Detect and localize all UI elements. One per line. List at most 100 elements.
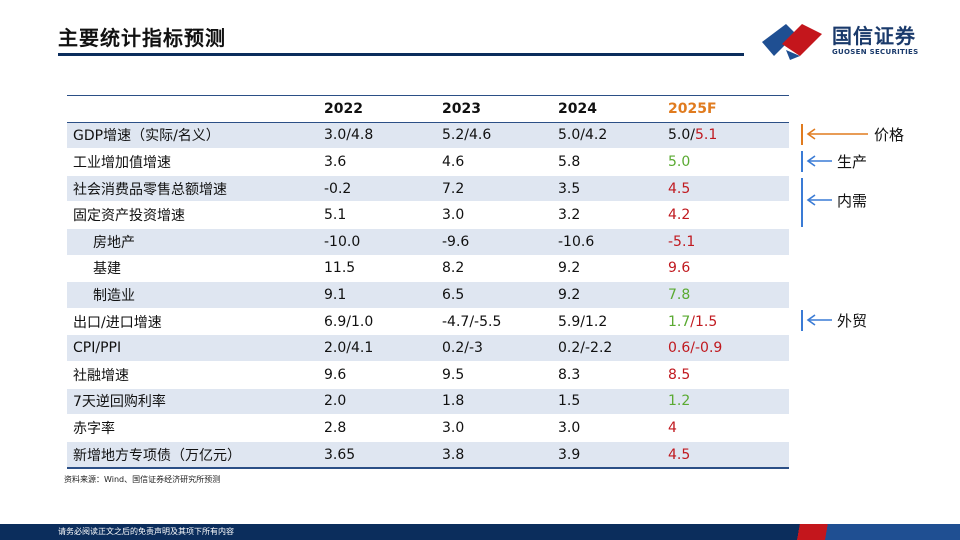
page-title: 主要统计指标预测 [58, 26, 226, 50]
table-row-infrastructure: 基建 11.5 8.2 9.2 9.6 [67, 255, 789, 282]
source-note: 资料来源：Wind、国信证券经济研究所预测 [64, 475, 221, 484]
logo-name-cn: 国信证券 [832, 24, 916, 48]
trade-bracket [801, 310, 803, 331]
cell-2024: 8.3 [558, 366, 581, 383]
cell-2024: 3.9 [558, 446, 581, 463]
cell-2023: 8.2 [442, 260, 465, 277]
cell-2022: -0.2 [324, 180, 352, 197]
cell-2023: 3.0 [442, 207, 465, 224]
cell-2025f: 1.7/1.5 [662, 308, 789, 335]
cell-2022: -10.0 [324, 233, 361, 250]
annotation-demand: 内需 [837, 192, 868, 210]
row-label: GDP增速（实际/名义） [73, 128, 220, 145]
cell-2024: 5.8 [558, 153, 581, 170]
row-label: 社会消费品零售总额增速 [73, 181, 227, 198]
header-2024: 2024 [558, 100, 597, 117]
row-label: 7天逆回购利率 [73, 394, 166, 411]
cell-2023: 3.8 [442, 446, 465, 463]
cell-2022: 5.1 [324, 207, 347, 224]
cell-2024: 3.0 [558, 419, 581, 436]
cell-2024: 9.2 [558, 260, 581, 277]
cell-2025f: 4 [668, 419, 677, 436]
cell-2025f: 9.6 [668, 260, 691, 277]
import-forecast: 1.5 [694, 313, 718, 330]
cell-2024: 1.5 [558, 393, 581, 410]
cell-2024: 5.0/4.2 [558, 127, 608, 144]
cell-2025f: 4.2 [668, 207, 691, 224]
row-label: 固定资产投资增速 [73, 208, 185, 225]
header-2022: 2022 [324, 100, 363, 117]
row-label: CPI/PPI [73, 340, 122, 357]
cell-2025f: 1.2 [668, 393, 691, 410]
logo-name-en: GUOSEN SECURITIES [832, 48, 919, 56]
cell-2025f: 0.6/-0.9 [668, 340, 723, 357]
cell-2022: 11.5 [324, 260, 356, 277]
cell-2022: 3.65 [324, 446, 356, 463]
cell-2025f: 7.8 [668, 286, 691, 303]
cell-2022: 9.1 [324, 286, 347, 303]
cell-2023: 5.2/4.6 [442, 127, 492, 144]
table-row-trade: 出口/进口增速 6.9/1.0 -4.7/-5.5 5.9/1.2 1.7/1.… [67, 308, 789, 335]
cell-2022: 9.6 [324, 366, 347, 383]
table-header-row: 2022 2023 2024 2025F [67, 95, 789, 123]
table-row-industrial: 工业增加值增速 3.6 4.6 5.8 5.0 [67, 148, 789, 176]
cell-2022: 2.0 [324, 393, 347, 410]
table-row-deficit-ratio: 赤字率 2.8 3.0 3.0 4 [67, 414, 789, 442]
trade-separator: / [690, 313, 695, 330]
cell-2024: 9.2 [558, 286, 581, 303]
cell-2022: 2.0/4.1 [324, 340, 374, 357]
cell-2022: 3.0/4.8 [324, 127, 374, 144]
cell-2024: 3.2 [558, 207, 581, 224]
row-label: 基建 [93, 261, 121, 278]
cell-2025f: 5.0 [668, 153, 691, 170]
cell-2023: -9.6 [442, 233, 470, 250]
cell-2024: 0.2/-2.2 [558, 340, 613, 357]
price-arrow-icon [806, 128, 868, 140]
footer-bar: 请务必阅读正文之后的免责声明及其项下所有内容 [0, 524, 960, 540]
logo-mark-icon [762, 24, 822, 60]
row-label: 赤字率 [73, 420, 115, 437]
footer-decoration [730, 524, 960, 540]
cell-2025f: 4.5 [668, 446, 691, 463]
export-forecast: 1.7 [668, 313, 691, 330]
demand-bracket [801, 178, 803, 227]
cell-2022: 2.8 [324, 419, 347, 436]
cell-2023: 6.5 [442, 286, 465, 303]
table-row-social-financing: 社融增速 9.6 9.5 8.3 8.5 [67, 361, 789, 389]
row-label: 出口/进口增速 [73, 314, 162, 331]
row-label: 房地产 [93, 234, 135, 251]
table-row-retail: 社会消费品零售总额增速 -0.2 7.2 3.5 4.5 [67, 175, 789, 202]
title-underline [58, 53, 744, 56]
header-indicator [67, 96, 318, 123]
annotation-price: 价格 [874, 126, 905, 144]
production-bracket [801, 151, 803, 172]
cell-2024: -10.6 [558, 233, 595, 250]
indicator-forecast-table: 2022 2023 2024 2025F GDP增速（实际/名义） 3.0/4.… [67, 95, 789, 469]
table-row-real-estate: 房地产 -10.0 -9.6 -10.6 -5.1 [67, 228, 789, 256]
gdp-real-forecast: 5.0/ [668, 127, 695, 144]
footer-disclaimer: 请务必阅读正文之后的免责声明及其项下所有内容 [58, 527, 234, 536]
annotation-production: 生产 [837, 153, 868, 171]
production-arrow-icon [806, 155, 832, 167]
table-row-special-bonds: 新增地方专项债（万亿元） 3.65 3.8 3.9 4.5 [67, 441, 789, 469]
demand-arrow-icon [806, 194, 832, 206]
table-row-cpi-ppi: CPI/PPI 2.0/4.1 0.2/-3 0.2/-2.2 0.6/-0.9 [67, 334, 789, 362]
row-label: 新增地方专项债（万亿元） [73, 447, 241, 464]
row-label: 制造业 [93, 287, 135, 304]
table-row-gdp: GDP增速（实际/名义） 3.0/4.8 5.2/4.6 5.0/4.2 5.0… [67, 122, 789, 149]
cell-2023: 7.2 [442, 180, 465, 197]
cell-2025f: 4.5 [668, 180, 691, 197]
cell-2023: 1.8 [442, 393, 465, 410]
cell-2025f: -5.1 [668, 233, 696, 250]
table-row-manufacturing: 制造业 9.1 6.5 9.2 7.8 [67, 281, 789, 309]
row-label: 社融增速 [73, 367, 129, 384]
cell-2024: 5.9/1.2 [558, 313, 608, 330]
table-row-fixed-investment: 固定资产投资增速 5.1 3.0 3.2 4.2 [67, 201, 789, 229]
cell-2022: 3.6 [324, 153, 347, 170]
price-bracket [801, 124, 803, 145]
gdp-nominal-forecast: 5.1 [694, 127, 718, 144]
annotation-trade: 外贸 [837, 312, 868, 330]
company-logo: 国信证券 GUOSEN SECURITIES [760, 18, 930, 62]
trade-arrow-icon [806, 314, 832, 326]
cell-2022: 6.9/1.0 [324, 313, 374, 330]
